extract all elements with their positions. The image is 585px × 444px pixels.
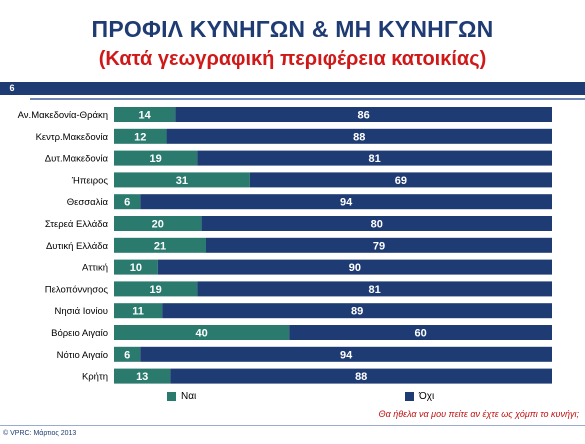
footer-copyright: © VPRC: Μάρτιος 2013 (3, 430, 77, 437)
legend-item-no: Όχι (405, 391, 434, 402)
bar-yes (114, 150, 198, 166)
data-label-no: 79 (373, 240, 385, 252)
category-label: Νησιά Ιονίου (54, 306, 108, 317)
data-label-no: 81 (368, 153, 380, 165)
data-label-yes: 11 (132, 306, 144, 318)
category-label: Θεσσαλία (67, 197, 109, 208)
bar-no (166, 128, 552, 144)
stacked-bar-chart: Αν.Μακεδονία-Θράκη 14 86 Κεντρ.Μακεδονία 12 8… (18, 107, 553, 384)
data-label-yes: 13 (136, 371, 148, 383)
category-label: Κεντρ.Μακεδονία (36, 132, 109, 143)
bar-no (175, 107, 552, 122)
legend-swatch-yes (167, 392, 176, 401)
bar-yes (114, 172, 250, 188)
page-number: 6 (9, 83, 15, 93)
bar-no (201, 216, 552, 231)
category-label: Αν.Μακεδονία-Θράκη (18, 110, 108, 121)
data-label-yes: 10 (130, 262, 142, 274)
bar-yes (114, 237, 206, 253)
bar-no (140, 194, 552, 210)
data-label-no: 60 (414, 328, 426, 340)
category-label: Βόρειο Αιγαίο (51, 328, 108, 339)
bar-no (140, 346, 552, 362)
category-label: Πελοπόννησος (45, 284, 109, 295)
category-label: Κρήτη (82, 372, 108, 383)
legend-label-no: Όχι (419, 391, 435, 402)
bar-yes (114, 194, 141, 210)
bar-no (289, 325, 552, 340)
bar-no (157, 259, 553, 275)
category-label: Δυτική Ελλάδα (46, 241, 109, 252)
header-rule (30, 98, 585, 100)
bar-yes (114, 281, 198, 297)
data-label-no: 80 (371, 219, 383, 231)
data-label-no: 89 (351, 306, 363, 318)
bar-yes (114, 128, 167, 144)
bar-no (249, 172, 552, 188)
bar-yes (114, 368, 171, 384)
data-label-no: 94 (340, 197, 353, 209)
data-label-yes: 12 (134, 131, 146, 143)
bar-no (205, 237, 553, 253)
data-label-yes: 21 (154, 240, 166, 252)
category-label: Αττική (82, 263, 108, 274)
footer-rule (0, 425, 585, 426)
bar-yes (114, 346, 141, 362)
bar-no (162, 303, 552, 319)
bar-no (170, 368, 553, 384)
data-label-yes: 6 (124, 349, 130, 361)
legend-label-yes: Ναι (181, 391, 197, 402)
data-label-yes: 31 (176, 175, 188, 187)
data-label-yes: 6 (124, 197, 130, 209)
data-label-yes: 19 (149, 284, 161, 296)
category-label: Ήπειρος (71, 175, 109, 186)
data-label-no: 86 (358, 110, 370, 122)
page-subtitle: (Κατά γεωγραφική περιφέρεια κατοικίας) (98, 48, 487, 70)
bar-yes (114, 303, 163, 319)
bar-yes (114, 107, 176, 122)
page-title: ΠΡΟΦΙΛ ΚΥΝΗΓΩΝ & ΜΗ ΚΥΝΗΓΩΝ (91, 16, 494, 42)
header-bar (0, 82, 585, 95)
survey-question: Θα ήθελα να μου πείτε αν έχτε ως χόμπι τ… (378, 409, 579, 419)
data-label-yes: 14 (139, 110, 152, 122)
data-label-no: 88 (353, 131, 365, 143)
data-label-no: 90 (349, 262, 361, 274)
data-label-no: 88 (355, 371, 367, 383)
bar-no (197, 281, 552, 297)
data-label-yes: 20 (152, 219, 164, 231)
data-label-no: 94 (340, 349, 353, 361)
category-label: Νότιο Αιγαίο (57, 350, 108, 361)
bar-no (197, 150, 552, 166)
legend-item-yes: Ναι (167, 391, 196, 402)
category-label: Στερεά Ελλάδα (45, 219, 109, 230)
bar-yes (114, 259, 158, 275)
bar-yes (114, 216, 202, 231)
data-label-no: 81 (368, 284, 380, 296)
category-label: Δυτ.Μακεδονία (45, 154, 109, 165)
data-label-yes: 40 (195, 328, 207, 340)
data-label-no: 69 (395, 175, 407, 187)
legend-swatch-no (405, 392, 414, 401)
bar-yes (114, 325, 290, 340)
data-label-yes: 19 (149, 153, 161, 165)
